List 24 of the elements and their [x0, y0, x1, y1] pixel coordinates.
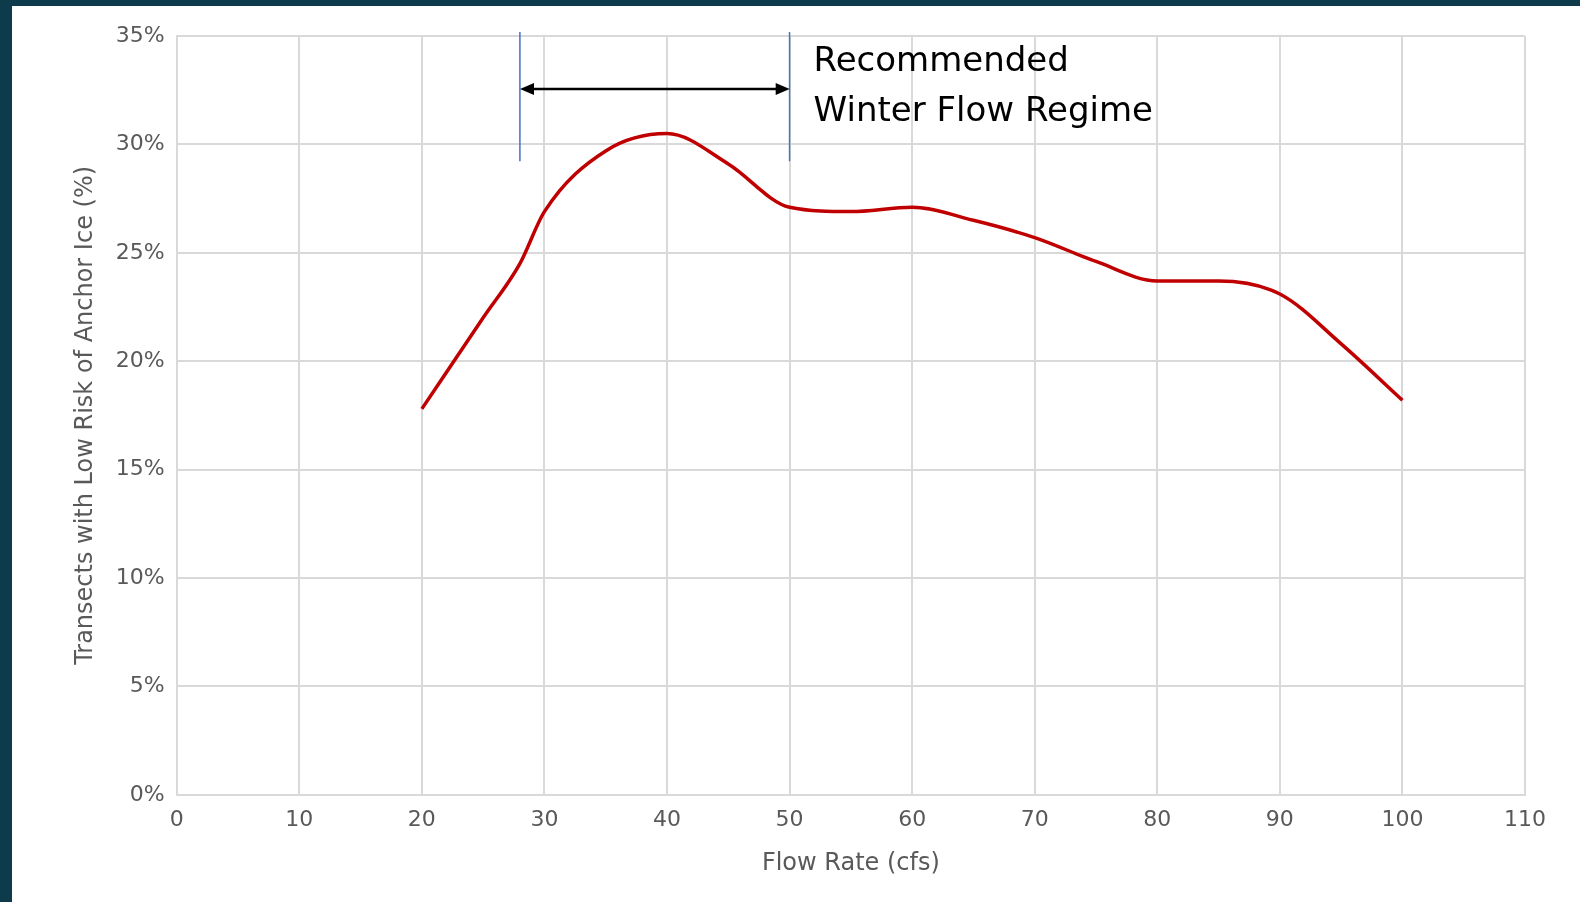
y-tick-label: 5%: [129, 672, 165, 698]
x-tick-label: 0: [169, 805, 184, 831]
y-tick-label: 15%: [115, 455, 165, 481]
x-tick-label: 10: [285, 805, 314, 831]
x-tick-label: 80: [1143, 805, 1172, 831]
annotation: Recommended Winter Flow Regime: [813, 38, 1153, 129]
x-tick-label: 70: [1020, 805, 1049, 831]
x-tick-label: 100: [1381, 805, 1424, 831]
x-tick-label: 60: [898, 805, 927, 831]
x-tick-label: 90: [1265, 805, 1294, 831]
x-tick-label: 50: [775, 805, 804, 831]
y-tick-label: 0%: [129, 780, 165, 806]
x-tick-label: 40: [652, 805, 681, 831]
x-axis-title: Flow Rate (cfs): [761, 847, 940, 876]
y-tick-label: 30%: [115, 130, 165, 156]
x-tick-label: 110: [1504, 805, 1546, 831]
y-axis-title: Transects with Low Risk of Anchor Ice (%): [69, 165, 98, 666]
y-tick-label: 35%: [115, 21, 165, 47]
x-tick-label: 20: [407, 805, 436, 831]
y-tick-label: 25%: [115, 238, 165, 264]
x-tick-label: 30: [530, 805, 559, 831]
line-series: [420, 131, 1405, 411]
y-tick-label: 20%: [115, 346, 165, 372]
y-tick-label: 10%: [115, 563, 165, 589]
